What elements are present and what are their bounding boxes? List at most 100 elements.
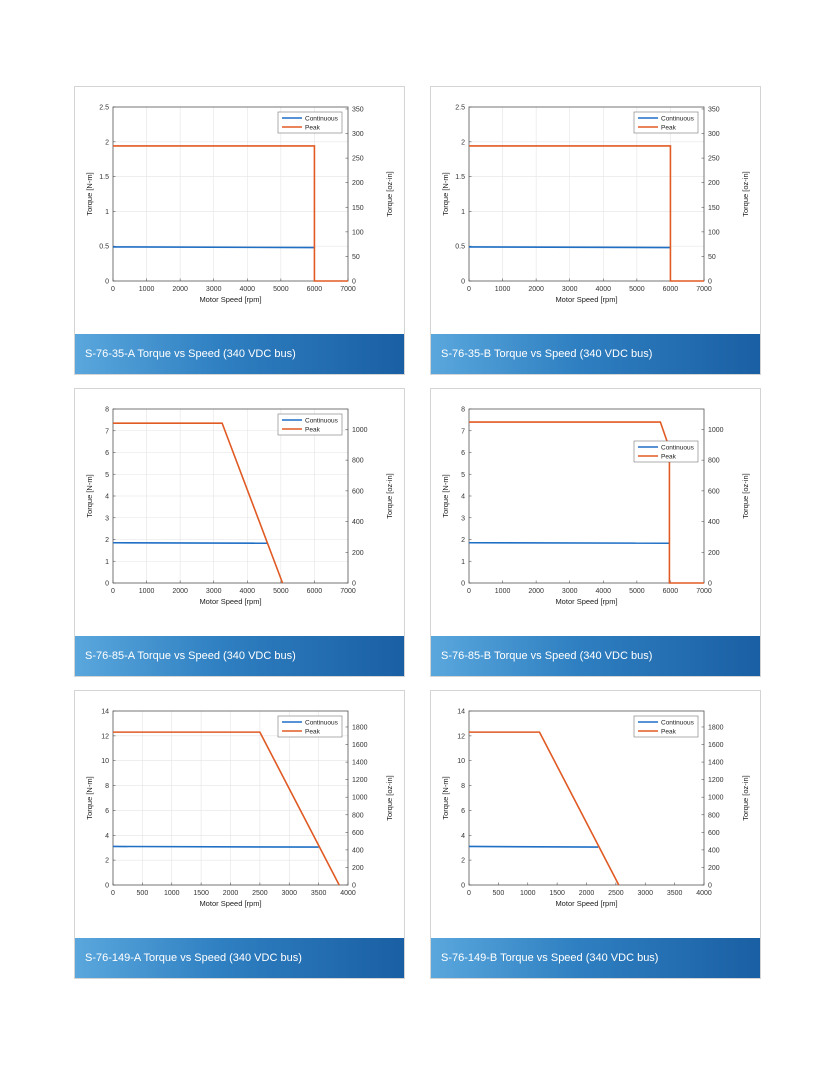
chart-caption: S-76-149-A Torque vs Speed (340 VDC bus) bbox=[75, 938, 404, 978]
y2-tick-label: 800 bbox=[708, 812, 720, 819]
legend-label-continuous: Continuous bbox=[305, 417, 339, 424]
y2-tick-label: 250 bbox=[352, 156, 364, 163]
y-tick-label: 2.5 bbox=[455, 105, 465, 112]
y-axis-label: Torque [N-m] bbox=[85, 776, 94, 819]
x-tick-label: 0 bbox=[111, 286, 115, 293]
y-tick-label: 8 bbox=[105, 783, 109, 790]
y-tick-label: 0 bbox=[105, 279, 109, 286]
x-tick-label: 3000 bbox=[206, 588, 222, 595]
chart-card-s76-85-b: 0 1000 2000 3000 4000 5000 6000 7000 0 1 2 3 4 5 6 7 8 0 2… bbox=[430, 388, 761, 677]
series-line-peak bbox=[113, 422, 284, 584]
y2-tick-label: 1600 bbox=[352, 742, 368, 749]
y-axis-label: Torque [N-m] bbox=[441, 474, 450, 517]
x-tick-label: 7000 bbox=[696, 286, 712, 293]
y2-tick-label: 1800 bbox=[352, 724, 368, 731]
legend: Continuous Peak bbox=[633, 440, 699, 463]
chart-caption: S-76-35-A Torque vs Speed (340 VDC bus) bbox=[75, 334, 404, 374]
x-tick-label: 1000 bbox=[164, 890, 180, 897]
y2-tick-label: 400 bbox=[352, 847, 364, 854]
y-tick-label: 2 bbox=[105, 858, 109, 865]
x-tick-label: 1000 bbox=[495, 588, 511, 595]
x-axis-label: Motor Speed [rpm] bbox=[199, 597, 261, 606]
series-line-peak bbox=[113, 731, 340, 886]
legend-label-peak: Peak bbox=[305, 728, 321, 735]
y2-tick-label: 600 bbox=[708, 830, 720, 837]
y2-tick-label: 0 bbox=[708, 883, 712, 890]
x-axis-label: Motor Speed [rpm] bbox=[555, 597, 617, 606]
y-axis-label: Torque [N-m] bbox=[441, 172, 450, 215]
x-tick-label: 6000 bbox=[663, 286, 679, 293]
y2-tick-label: 200 bbox=[708, 865, 720, 872]
x-tick-label: 2000 bbox=[172, 588, 188, 595]
y2-tick-label: 800 bbox=[352, 812, 364, 819]
chart-card-s76-85-a: 0 1000 2000 3000 4000 5000 6000 7000 0 1 2 3 4 5 6 7 8 0 2… bbox=[74, 388, 405, 677]
y2-axis-label: Torque [oz-in] bbox=[741, 473, 750, 518]
x-tick-label: 500 bbox=[493, 890, 505, 897]
plot-frame bbox=[112, 106, 349, 282]
x-axis-label: Motor Speed [rpm] bbox=[199, 899, 261, 908]
y-tick-label: 5 bbox=[105, 472, 109, 479]
y2-tick-label: 50 bbox=[708, 254, 716, 261]
y2-tick-label: 600 bbox=[352, 488, 364, 495]
y2-tick-label: 50 bbox=[352, 254, 360, 261]
chart-card-s76-35-a: 0 1000 2000 3000 4000 5000 6000 7000 0 0.5 1 1.5 2 2.… bbox=[74, 86, 405, 375]
x-tick-label: 2000 bbox=[528, 588, 544, 595]
x-tick-label: 1000 bbox=[520, 890, 536, 897]
chart-caption: S-76-85-B Torque vs Speed (340 VDC bus) bbox=[431, 636, 760, 676]
x-tick-label: 3000 bbox=[281, 890, 297, 897]
x-tick-label: 6000 bbox=[663, 588, 679, 595]
torque-speed-chart: 0 1000 2000 3000 4000 5000 6000 700000.511.522.… bbox=[441, 105, 750, 305]
y2-tick-label: 1200 bbox=[708, 777, 724, 784]
y2-tick-label: 1800 bbox=[708, 724, 724, 731]
y-tick-label: 12 bbox=[101, 733, 109, 740]
y2-tick-label: 100 bbox=[352, 229, 364, 236]
y2-tick-label: 1000 bbox=[352, 795, 368, 802]
y2-tick-label: 350 bbox=[352, 106, 364, 113]
y-tick-label: 6 bbox=[461, 450, 465, 457]
y2-tick-label: 800 bbox=[708, 458, 720, 465]
x-tick-label: 5000 bbox=[273, 588, 289, 595]
chart-caption: S-76-35-B Torque vs Speed (340 VDC bus) bbox=[431, 334, 760, 374]
y-axis-label: Torque [N-m] bbox=[85, 474, 94, 517]
x-tick-label: 1000 bbox=[495, 286, 511, 293]
x-tick-label: 1000 bbox=[139, 286, 155, 293]
y2-tick-label: 1400 bbox=[708, 760, 724, 767]
y-tick-label: 3 bbox=[461, 515, 465, 522]
y2-axis-label: Torque [oz-in] bbox=[385, 775, 394, 820]
y-tick-label: 8 bbox=[461, 407, 465, 414]
series-line-peak bbox=[469, 731, 620, 886]
y-axis-label: Torque [N-m] bbox=[85, 172, 94, 215]
y-tick-label: 0.5 bbox=[99, 244, 109, 251]
x-tick-label: 7000 bbox=[340, 588, 356, 595]
y-tick-label: 1.5 bbox=[455, 174, 465, 181]
y-tick-label: 1 bbox=[105, 559, 109, 566]
y2-tick-label: 200 bbox=[352, 180, 364, 187]
x-tick-label: 4000 bbox=[239, 286, 255, 293]
y-tick-label: 1.5 bbox=[99, 174, 109, 181]
x-tick-label: 3500 bbox=[311, 890, 327, 897]
y-axis-label: Torque [N-m] bbox=[441, 776, 450, 819]
y2-tick-label: 1000 bbox=[352, 427, 368, 434]
series-line-continuous bbox=[468, 845, 599, 848]
x-tick-label: 4000 bbox=[340, 890, 356, 897]
y-tick-label: 1 bbox=[461, 559, 465, 566]
y2-tick-label: 1400 bbox=[352, 760, 368, 767]
x-tick-label: 1000 bbox=[139, 588, 155, 595]
y-tick-label: 6 bbox=[105, 808, 109, 815]
y2-axis-label: Torque [oz-in] bbox=[385, 473, 394, 518]
legend-label-peak: Peak bbox=[661, 124, 677, 131]
y2-tick-label: 200 bbox=[708, 180, 720, 187]
y-tick-label: 5 bbox=[461, 472, 465, 479]
x-tick-label: 5000 bbox=[629, 588, 645, 595]
torque-speed-chart: 0 1000 2000 3000 4000 5000 6000 700000.511.522.… bbox=[85, 105, 394, 305]
x-tick-label: 3000 bbox=[562, 286, 578, 293]
y2-tick-label: 1200 bbox=[352, 777, 368, 784]
legend-label-continuous: Continuous bbox=[661, 719, 695, 726]
y-tick-label: 8 bbox=[461, 783, 465, 790]
legend-label-continuous: Continuous bbox=[661, 444, 695, 451]
torque-speed-chart: 0 500 1000 1500 2000 2500 3000 3500 400002468101… bbox=[85, 709, 394, 909]
y2-tick-label: 300 bbox=[352, 131, 364, 138]
legend-label-continuous: Continuous bbox=[305, 115, 339, 122]
y-tick-label: 6 bbox=[461, 808, 465, 815]
y-tick-label: 2 bbox=[461, 139, 465, 146]
